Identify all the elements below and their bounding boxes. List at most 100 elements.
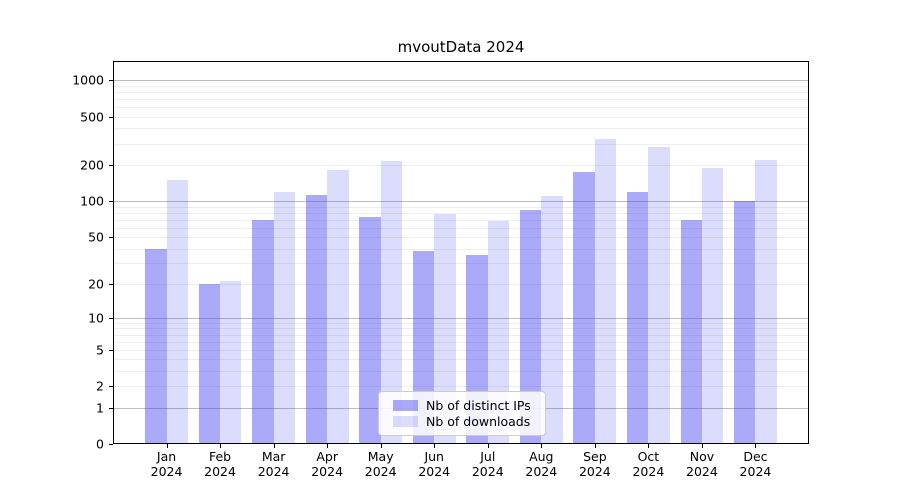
minor-gridline xyxy=(113,322,809,324)
y-tick xyxy=(109,164,113,166)
major-gridline xyxy=(113,317,809,319)
x-tick-label: Nov 2024 xyxy=(686,449,718,479)
y-tick-label: 200 xyxy=(80,157,104,173)
x-tick xyxy=(434,444,436,448)
axes-frame xyxy=(113,61,809,444)
x-tick-label: May 2024 xyxy=(365,449,397,479)
x-tick-label: Mar 2024 xyxy=(258,449,290,479)
y-tick-label: 1000 xyxy=(72,72,104,88)
legend-item-distinct-ips: Nb of distinct IPs xyxy=(393,398,535,414)
x-tick xyxy=(380,444,382,448)
bar-distinct-ips-apr xyxy=(305,195,328,444)
x-tick-year: 2024 xyxy=(150,464,183,479)
x-tick-year: 2024 xyxy=(686,464,718,479)
x-tick xyxy=(220,444,222,448)
x-tick-month: Feb xyxy=(208,449,232,464)
minor-gridline xyxy=(113,328,809,330)
x-tick-label: Apr 2024 xyxy=(311,449,343,479)
minor-gridline xyxy=(113,227,809,229)
x-tick-year: 2024 xyxy=(632,464,665,479)
bar-downloads-feb xyxy=(220,281,242,444)
legend-label-distinct-ips: Nb of distinct IPs xyxy=(426,398,531,414)
x-tick xyxy=(594,444,596,448)
minor-gridline xyxy=(113,386,809,388)
y-tick xyxy=(109,317,113,319)
x-tick xyxy=(701,444,703,448)
y-tick xyxy=(109,237,113,239)
minor-gridline xyxy=(113,359,809,361)
x-tick-month: Jul xyxy=(480,449,496,464)
bar-distinct-ips-jan xyxy=(145,248,167,444)
bar-downloads-may xyxy=(380,161,403,444)
legend-item-downloads: Nb of downloads xyxy=(393,414,535,430)
plot-area xyxy=(113,61,809,444)
x-tick-year: 2024 xyxy=(204,464,236,479)
minor-gridline xyxy=(113,143,809,145)
minor-gridline xyxy=(113,212,809,214)
x-tick-label: Feb 2024 xyxy=(204,449,236,479)
x-tick-label: Jun 2024 xyxy=(418,449,450,479)
x-tick-month: Sep xyxy=(583,449,607,464)
bar-downloads-jun xyxy=(434,214,456,444)
x-tick-month: Dec xyxy=(743,449,768,464)
y-tick xyxy=(109,386,113,388)
minor-gridline xyxy=(113,283,809,285)
minor-gridline xyxy=(113,248,809,250)
x-tick-year: 2024 xyxy=(364,464,397,479)
y-tick xyxy=(109,407,113,409)
x-tick-month: May xyxy=(367,449,394,464)
x-tick-label: Jan 2024 xyxy=(151,449,183,479)
x-tick-year: 2024 xyxy=(471,464,504,479)
minor-gridline xyxy=(113,116,809,118)
x-tick-month: Jan xyxy=(156,449,177,464)
minor-gridline xyxy=(113,219,809,221)
x-tick xyxy=(755,444,757,448)
minor-gridline xyxy=(113,349,809,351)
legend: Nb of distinct IPs Nb of downloads xyxy=(378,391,546,436)
x-tick-month: Jun xyxy=(424,449,444,464)
y-tick xyxy=(109,349,113,351)
x-tick-month: Apr xyxy=(316,449,338,464)
y-tick-label: 10 xyxy=(88,310,104,326)
y-tick-label: 0 xyxy=(96,436,104,452)
bar-downloads-jan xyxy=(166,179,188,444)
y-tick-label: 50 xyxy=(88,229,104,245)
bar-distinct-ips-feb xyxy=(198,283,221,444)
y-tick-label: 1 xyxy=(96,400,104,415)
legend-label-downloads: Nb of downloads xyxy=(426,413,531,429)
x-tick xyxy=(273,444,275,448)
y-tick-label: 100 xyxy=(80,193,104,209)
minor-gridline xyxy=(113,164,809,166)
minor-gridline xyxy=(113,371,809,373)
major-gridline xyxy=(113,201,809,203)
x-tick xyxy=(327,444,329,448)
minor-gridline xyxy=(113,107,809,109)
y-tick-label: 20 xyxy=(88,276,104,292)
bar-distinct-ips-oct xyxy=(626,191,649,444)
x-tick xyxy=(541,444,543,448)
minor-gridline xyxy=(113,206,809,208)
x-tick-label: Dec 2024 xyxy=(740,449,772,479)
x-tick-label: Sep 2024 xyxy=(579,449,611,479)
x-tick-month: Mar xyxy=(261,449,286,464)
x-tick-year: 2024 xyxy=(311,464,344,479)
bar-downloads-dec xyxy=(755,159,777,444)
x-tick-label: Aug 2024 xyxy=(525,449,557,479)
bar-downloads-mar xyxy=(273,191,295,444)
y-tick xyxy=(109,80,113,82)
x-tick-month: Nov xyxy=(689,449,715,464)
minor-gridline xyxy=(113,99,809,101)
minor-gridline xyxy=(113,341,809,343)
y-tick xyxy=(109,444,113,445)
y-tick xyxy=(109,116,113,118)
chart-title: mvoutData 2024 xyxy=(397,38,525,56)
bar-downloads-apr xyxy=(327,170,349,444)
x-tick-year: 2024 xyxy=(257,464,290,479)
minor-gridline xyxy=(113,85,809,87)
bar-downloads-jul xyxy=(487,221,510,444)
bar-distinct-ips-mar xyxy=(252,219,274,444)
minor-gridline xyxy=(113,334,809,336)
x-tick xyxy=(648,444,650,448)
bar-downloads-nov xyxy=(701,167,724,444)
